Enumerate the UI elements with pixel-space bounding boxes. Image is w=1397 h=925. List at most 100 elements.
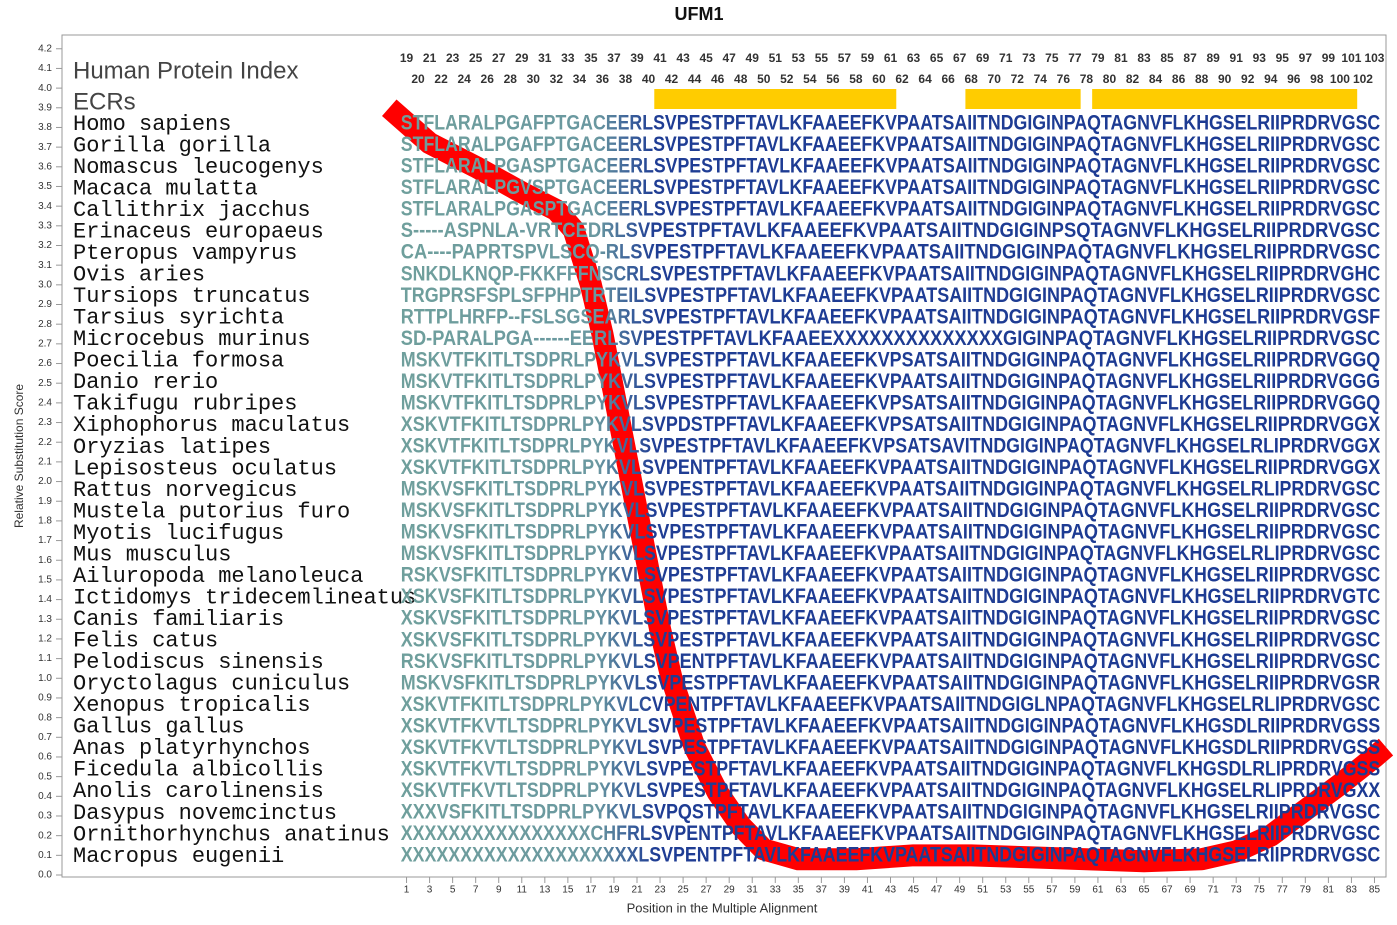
protein-index: 83	[1137, 51, 1151, 65]
protein-index: 20	[411, 72, 425, 86]
protein-index: 102	[1353, 72, 1373, 86]
x-tick-label: 57	[1046, 885, 1058, 896]
y-tick-label: 1.6	[38, 555, 52, 566]
protein-index: 90	[1218, 72, 1232, 86]
x-tick-label: 21	[631, 885, 643, 896]
protein-index: 53	[792, 51, 806, 65]
sequence: RSKVSFKITLTSDPRLPYKVLSVPESTPFTAVLKFAAEEF…	[401, 564, 1380, 587]
y-tick-label: 1.1	[38, 653, 52, 664]
species-name: Danio rerio	[73, 370, 218, 395]
species-name: Gallus gallus	[73, 715, 245, 740]
species-name: Macropus eugenii	[73, 844, 284, 869]
y-tick-label: 3.2	[38, 240, 52, 251]
species-name: Homo sapiens	[73, 112, 231, 137]
sequence: MSKVSFKITLTSDPRLPYKVLSVPESTPFTAVLKFAAEEF…	[401, 542, 1380, 565]
protein-index: 89	[1206, 51, 1220, 65]
ecr-bar	[1092, 89, 1358, 109]
y-tick-label: 1.2	[38, 634, 52, 645]
sequence: XSKVTFKITLTSDPRLPYKVLCVPENTPFTAVLKFAAEEF…	[401, 693, 1380, 716]
protein-index: 69	[976, 51, 990, 65]
x-tick-label: 55	[1023, 885, 1035, 896]
protein-index: 92	[1241, 72, 1255, 86]
sequence: RTTPLHRFP--FSLSGSEARLSVPESTPFTAVLKFAAEEF…	[401, 305, 1381, 328]
protein-index: 28	[504, 72, 518, 86]
protein-index: 68	[964, 72, 978, 86]
species-name: Ficedula albicollis	[73, 758, 324, 783]
protein-index: 64	[918, 72, 932, 86]
sequence: MSKVTFKITLTSDPRLPYKVLSVPESTPFTAVLKFAAEEF…	[401, 370, 1380, 393]
y-tick-label: 2.8	[38, 319, 52, 330]
y-tick-label: 1.8	[38, 516, 52, 527]
y-tick-label: 1.7	[38, 535, 52, 546]
y-tick-label: 0.7	[38, 732, 52, 743]
x-tick-label: 5	[450, 885, 456, 896]
protein-index: 40	[642, 72, 656, 86]
y-tick-label: 1.5	[38, 575, 52, 586]
sequence: XSKVSFKITLTSDPRLPYKVLSVPESTPFTAVLKFAAEEF…	[401, 628, 1380, 651]
species-name: Callithrix jacchus	[73, 198, 311, 223]
protein-index: 23	[446, 51, 460, 65]
species-name: Tarsius syrichta	[73, 306, 284, 331]
protein-index: 56	[826, 72, 840, 86]
protein-index: 80	[1103, 72, 1117, 86]
x-tick-label: 9	[496, 885, 502, 896]
species-name: Xiphophorus maculatus	[73, 413, 350, 438]
x-tick-label: 53	[1000, 885, 1012, 896]
protein-index: 70	[988, 72, 1002, 86]
x-tick-label: 85	[1369, 885, 1381, 896]
species-name: Pteropus vampyrus	[73, 241, 297, 266]
protein-index: 98	[1310, 72, 1324, 86]
x-tick-label: 61	[1092, 885, 1104, 896]
y-tick-label: 0.0	[38, 870, 52, 881]
x-tick-label: 19	[608, 885, 620, 896]
species-name: Macaca mulatta	[73, 176, 258, 201]
x-tick-label: 25	[678, 885, 690, 896]
protein-index: 91	[1230, 51, 1244, 65]
protein-index: 78	[1080, 72, 1094, 86]
x-tick-label: 47	[931, 885, 943, 896]
species-name: Anas platyrhynchos	[73, 736, 311, 761]
species-name: Erinaceus europaeus	[73, 219, 324, 244]
sequence: XXXVSFKITLTSDPRLPYKVLSVPQSTPFTAVLKFAAEEF…	[401, 800, 1380, 823]
y-tick-label: 3.6	[38, 161, 52, 172]
y-tick-label: 3.7	[38, 142, 52, 153]
y-tick-label: 3.4	[38, 201, 52, 212]
sequence: SD-PARALPGA------EERLSVPESTPFTAVLKFAAEEX…	[401, 327, 1380, 350]
chart-title: UFM1	[675, 4, 724, 24]
protein-index: 59	[861, 51, 875, 65]
protein-index: 22	[434, 72, 448, 86]
sequence: RSKVSFKITLTSDPRLPYKVLSVPENTPFTAVLKFAAEEF…	[401, 650, 1380, 673]
protein-index: 66	[941, 72, 955, 86]
protein-index: 101	[1341, 51, 1361, 65]
sequence: STFLARALPGVSPTGACEERLSVPESTPFTAVLKFAAEEF…	[401, 176, 1380, 199]
protein-index: 60	[872, 72, 886, 86]
species-name: Canis familiaris	[73, 607, 284, 632]
x-tick-label: 41	[862, 885, 874, 896]
protein-index: 88	[1195, 72, 1209, 86]
protein-index: 94	[1264, 72, 1278, 86]
sequence: XSKVTFKVTLTSDPRLPYKVLSVPESTPFTAVLKFAAEEF…	[401, 779, 1380, 802]
species-name: Mustela putorius furo	[73, 499, 350, 524]
protein-index: 24	[457, 72, 471, 86]
y-tick-label: 4.0	[38, 83, 52, 94]
y-axis-label: Relative Substitution Score	[12, 384, 26, 528]
y-tick-label: 3.1	[38, 260, 52, 271]
y-tick-label: 4.1	[38, 63, 52, 74]
y-tick-label: 4.2	[38, 43, 52, 54]
protein-index: 62	[895, 72, 909, 86]
sequence: MSKVSFKITLTSDPRLPYKVLSVPESTPFTAVLKFAAEEF…	[401, 499, 1380, 522]
protein-index: 99	[1322, 51, 1336, 65]
score-curve	[381, 99, 1394, 873]
protein-index: 93	[1253, 51, 1267, 65]
species-name: Nomascus leucogenys	[73, 155, 324, 180]
y-tick-label: 0.4	[38, 791, 52, 802]
protein-index: 50	[757, 72, 771, 86]
x-tick-label: 17	[585, 885, 597, 896]
sequence: MSKVSFKITLTSDPRLPYKVLSVPESTPFTAVLKFAAEEF…	[401, 521, 1380, 544]
y-tick-label: 3.3	[38, 220, 52, 231]
species-name: Ornithorhynchus anatinus	[73, 822, 390, 847]
protein-index: 32	[550, 72, 564, 86]
sequence: TRGPRSFSPLSFPHPTRTEILSVPESTPFTAVLKFAAEEF…	[401, 284, 1380, 307]
species-name: Pelodiscus sinensis	[73, 650, 324, 675]
species-name: Oryctolagus cuniculus	[73, 672, 350, 697]
